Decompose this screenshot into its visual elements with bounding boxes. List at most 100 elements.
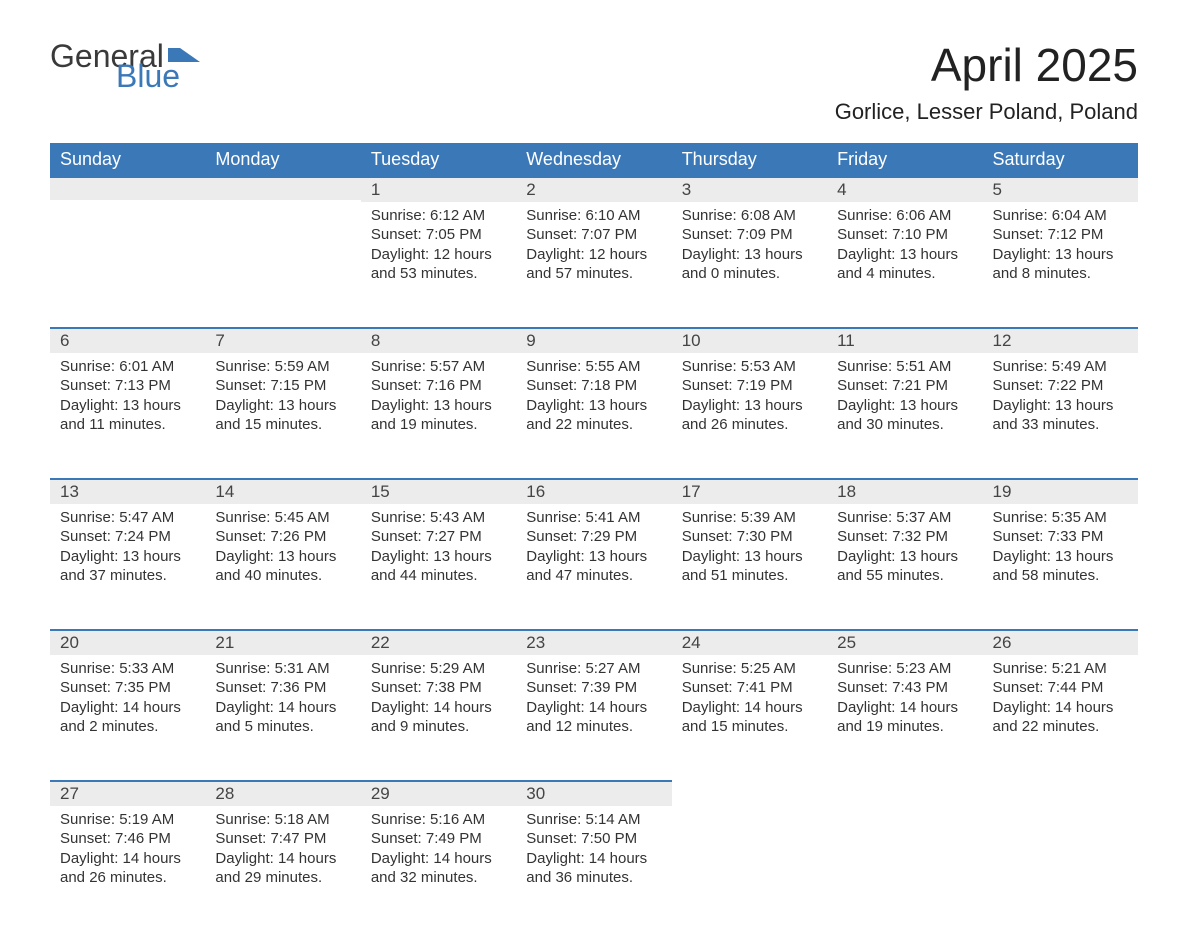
- sunset-text: Sunset: 7:47 PM: [215, 829, 350, 849]
- sunrise-text: Sunrise: 5:19 AM: [60, 810, 195, 830]
- header: General Blue April 2025 Gorlice, Lesser …: [50, 40, 1138, 125]
- day-cell: Sunrise: 6:01 AMSunset: 7:13 PMDaylight:…: [50, 353, 205, 478]
- sunrise-text: Sunrise: 5:43 AM: [371, 508, 506, 528]
- sunrise-text: Sunrise: 5:47 AM: [60, 508, 195, 528]
- day-number: 16: [516, 478, 671, 504]
- day-cell: Sunrise: 5:53 AMSunset: 7:19 PMDaylight:…: [672, 353, 827, 478]
- day-content: Sunrise: 5:43 AMSunset: 7:27 PMDaylight:…: [361, 504, 516, 600]
- sunset-text: Sunset: 7:07 PM: [526, 225, 661, 245]
- empty-day: [205, 176, 360, 200]
- sunrise-text: Sunrise: 6:08 AM: [682, 206, 817, 226]
- day-cell: Sunrise: 5:23 AMSunset: 7:43 PMDaylight:…: [827, 655, 982, 780]
- sunset-text: Sunset: 7:12 PM: [993, 225, 1128, 245]
- day-content: Sunrise: 6:12 AMSunset: 7:05 PMDaylight:…: [361, 202, 516, 298]
- day-content: Sunrise: 5:37 AMSunset: 7:32 PMDaylight:…: [827, 504, 982, 600]
- daylight-text: Daylight: 13 hours and 47 minutes.: [526, 547, 661, 586]
- sunrise-text: Sunrise: 6:04 AM: [993, 206, 1128, 226]
- page: General Blue April 2025 Gorlice, Lesser …: [0, 0, 1188, 951]
- day-cell: Sunrise: 5:27 AMSunset: 7:39 PMDaylight:…: [516, 655, 671, 780]
- daylight-text: Daylight: 13 hours and 4 minutes.: [837, 245, 972, 284]
- day-cell: Sunrise: 5:55 AMSunset: 7:18 PMDaylight:…: [516, 353, 671, 478]
- sunrise-text: Sunrise: 6:12 AM: [371, 206, 506, 226]
- day-number: 30: [516, 780, 671, 806]
- sunset-text: Sunset: 7:18 PM: [526, 376, 661, 396]
- sunset-text: Sunset: 7:27 PM: [371, 527, 506, 547]
- day-number: 23: [516, 629, 671, 655]
- day-number: 26: [983, 629, 1138, 655]
- sunrise-text: Sunrise: 5:51 AM: [837, 357, 972, 377]
- week-daynum-row: 20212223242526: [50, 629, 1138, 655]
- daylight-text: Daylight: 14 hours and 5 minutes.: [215, 698, 350, 737]
- col-thursday: Thursday: [672, 143, 827, 176]
- sunrise-text: Sunrise: 6:01 AM: [60, 357, 195, 377]
- daylight-text: Daylight: 12 hours and 53 minutes.: [371, 245, 506, 284]
- col-wednesday: Wednesday: [516, 143, 671, 176]
- daylight-text: Daylight: 14 hours and 29 minutes.: [215, 849, 350, 888]
- day-number: 22: [361, 629, 516, 655]
- day-cell: Sunrise: 5:35 AMSunset: 7:33 PMDaylight:…: [983, 504, 1138, 629]
- sunset-text: Sunset: 7:32 PM: [837, 527, 972, 547]
- sunset-text: Sunset: 7:24 PM: [60, 527, 195, 547]
- day-number: 11: [827, 327, 982, 353]
- day-cell: Sunrise: 5:51 AMSunset: 7:21 PMDaylight:…: [827, 353, 982, 478]
- location-text: Gorlice, Lesser Poland, Poland: [835, 99, 1138, 125]
- day-cell: Sunrise: 5:33 AMSunset: 7:35 PMDaylight:…: [50, 655, 205, 780]
- daylight-text: Daylight: 14 hours and 22 minutes.: [993, 698, 1128, 737]
- sunrise-text: Sunrise: 6:06 AM: [837, 206, 972, 226]
- day-number: 2: [516, 176, 671, 202]
- daylight-text: Daylight: 14 hours and 9 minutes.: [371, 698, 506, 737]
- day-number: 5: [983, 176, 1138, 202]
- daylight-text: Daylight: 13 hours and 22 minutes.: [526, 396, 661, 435]
- daylight-text: Daylight: 13 hours and 30 minutes.: [837, 396, 972, 435]
- day-number: 17: [672, 478, 827, 504]
- daylight-text: Daylight: 13 hours and 55 minutes.: [837, 547, 972, 586]
- sunset-text: Sunset: 7:21 PM: [837, 376, 972, 396]
- day-number: 4: [827, 176, 982, 202]
- day-cell: Sunrise: 5:47 AMSunset: 7:24 PMDaylight:…: [50, 504, 205, 629]
- day-content: Sunrise: 5:41 AMSunset: 7:29 PMDaylight:…: [516, 504, 671, 600]
- daylight-text: Daylight: 14 hours and 12 minutes.: [526, 698, 661, 737]
- day-cell: Sunrise: 5:39 AMSunset: 7:30 PMDaylight:…: [672, 504, 827, 629]
- day-cell: Sunrise: 5:29 AMSunset: 7:38 PMDaylight:…: [361, 655, 516, 780]
- day-content: Sunrise: 6:04 AMSunset: 7:12 PMDaylight:…: [983, 202, 1138, 298]
- day-cell: Sunrise: 6:08 AMSunset: 7:09 PMDaylight:…: [672, 202, 827, 327]
- daylight-text: Daylight: 13 hours and 19 minutes.: [371, 396, 506, 435]
- day-content: Sunrise: 5:14 AMSunset: 7:50 PMDaylight:…: [516, 806, 671, 902]
- sunrise-text: Sunrise: 5:14 AM: [526, 810, 661, 830]
- sunrise-text: Sunrise: 5:45 AM: [215, 508, 350, 528]
- sunrise-text: Sunrise: 5:27 AM: [526, 659, 661, 679]
- day-cell: Sunrise: 5:25 AMSunset: 7:41 PMDaylight:…: [672, 655, 827, 780]
- sunrise-text: Sunrise: 5:53 AM: [682, 357, 817, 377]
- sunrise-text: Sunrise: 5:18 AM: [215, 810, 350, 830]
- day-cell: Sunrise: 5:19 AMSunset: 7:46 PMDaylight:…: [50, 806, 205, 931]
- sunrise-text: Sunrise: 5:16 AM: [371, 810, 506, 830]
- week-content-row: Sunrise: 5:33 AMSunset: 7:35 PMDaylight:…: [50, 655, 1138, 780]
- col-tuesday: Tuesday: [361, 143, 516, 176]
- sunrise-text: Sunrise: 5:21 AM: [993, 659, 1128, 679]
- sunrise-text: Sunrise: 6:10 AM: [526, 206, 661, 226]
- daylight-text: Daylight: 13 hours and 58 minutes.: [993, 547, 1128, 586]
- day-content: Sunrise: 5:47 AMSunset: 7:24 PMDaylight:…: [50, 504, 205, 600]
- daylight-text: Daylight: 13 hours and 44 minutes.: [371, 547, 506, 586]
- week-daynum-row: 6789101112: [50, 327, 1138, 353]
- sunset-text: Sunset: 7:19 PM: [682, 376, 817, 396]
- sunset-text: Sunset: 7:16 PM: [371, 376, 506, 396]
- day-content: Sunrise: 6:06 AMSunset: 7:10 PMDaylight:…: [827, 202, 982, 298]
- day-number: 18: [827, 478, 982, 504]
- day-cell: [827, 806, 982, 931]
- day-number: 21: [205, 629, 360, 655]
- sunrise-text: Sunrise: 5:31 AM: [215, 659, 350, 679]
- day-number: 29: [361, 780, 516, 806]
- col-sunday: Sunday: [50, 143, 205, 176]
- sunrise-text: Sunrise: 5:59 AM: [215, 357, 350, 377]
- sunset-text: Sunset: 7:13 PM: [60, 376, 195, 396]
- day-cell: Sunrise: 5:16 AMSunset: 7:49 PMDaylight:…: [361, 806, 516, 931]
- sunrise-text: Sunrise: 5:25 AM: [682, 659, 817, 679]
- day-content: Sunrise: 5:55 AMSunset: 7:18 PMDaylight:…: [516, 353, 671, 449]
- sunset-text: Sunset: 7:35 PM: [60, 678, 195, 698]
- sunrise-text: Sunrise: 5:41 AM: [526, 508, 661, 528]
- day-content: Sunrise: 5:53 AMSunset: 7:19 PMDaylight:…: [672, 353, 827, 449]
- sunset-text: Sunset: 7:15 PM: [215, 376, 350, 396]
- week-content-row: Sunrise: 6:12 AMSunset: 7:05 PMDaylight:…: [50, 202, 1138, 327]
- day-cell: Sunrise: 6:04 AMSunset: 7:12 PMDaylight:…: [983, 202, 1138, 327]
